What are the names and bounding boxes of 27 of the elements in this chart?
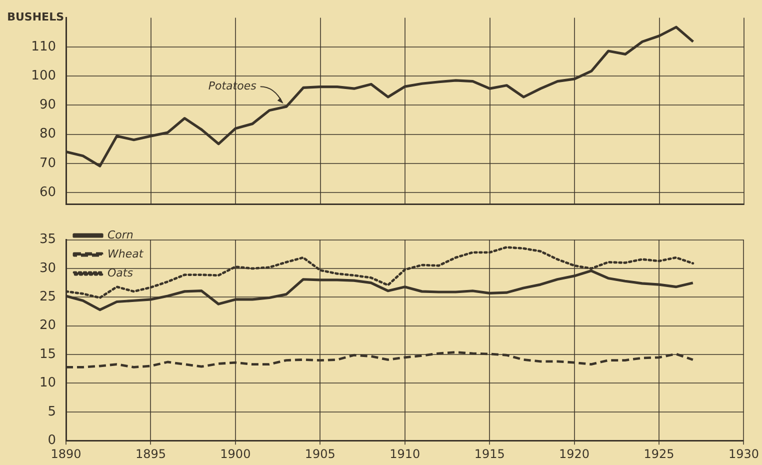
- y-tick-label: 70: [39, 156, 56, 171]
- x-tick-label: 1890: [50, 446, 82, 461]
- x-tick-label: 1895: [135, 446, 166, 461]
- x-tick-label: 1905: [304, 446, 336, 461]
- y-tick-label: 0: [48, 432, 56, 448]
- y-tick-label: 25: [39, 290, 56, 305]
- x-tick-label: 1920: [559, 446, 590, 461]
- y-tick-label: 30: [39, 260, 56, 276]
- x-tick-label: 1915: [474, 446, 505, 461]
- y-tick-label: 100: [31, 68, 56, 84]
- y-tick-label: 110: [31, 39, 56, 54]
- legend-label: Oats: [108, 266, 134, 280]
- legend-label: Wheat: [108, 247, 144, 260]
- y-tick-label: 20: [39, 318, 56, 334]
- x-tick-label: 1900: [220, 446, 251, 461]
- x-tick-label: 1925: [644, 446, 674, 461]
- y-tick-label: 60: [39, 184, 56, 200]
- y-tick-label: 90: [39, 98, 56, 113]
- y-tick-label: 5: [48, 404, 56, 420]
- x-tick-label: 1930: [728, 446, 760, 461]
- y-tick-label: 10: [39, 376, 56, 391]
- y-axis-title: BUSHELS: [7, 10, 64, 24]
- y-tick-label: 80: [39, 126, 56, 142]
- y-tick-label: 15: [39, 346, 56, 362]
- y-tick-label: 35: [39, 232, 56, 248]
- x-tick-label: 1910: [390, 446, 420, 461]
- legend-label: Corn: [108, 228, 134, 242]
